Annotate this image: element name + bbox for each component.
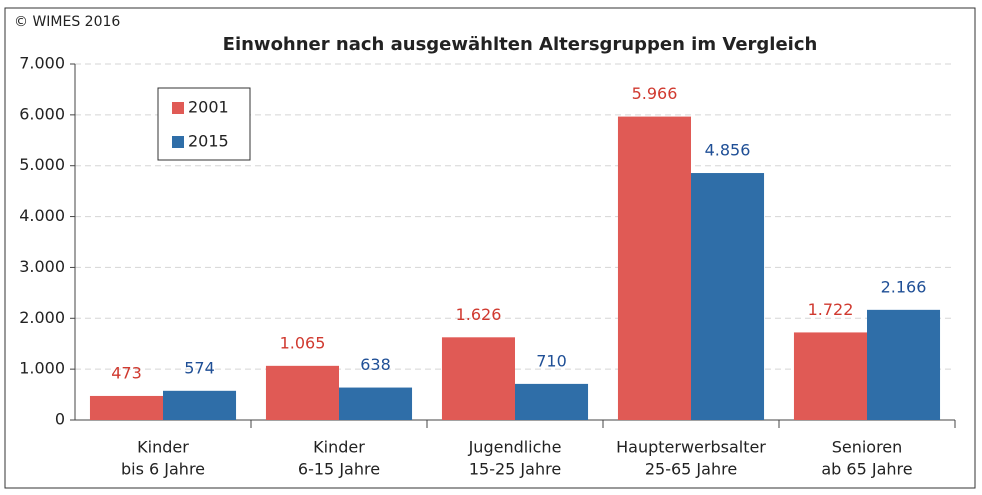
value-label: 1.722	[808, 300, 854, 319]
value-label: 473	[111, 363, 142, 382]
x-tick-label: bis 6 Jahre	[121, 460, 205, 479]
bar	[867, 309, 941, 420]
value-label: 1.065	[280, 333, 326, 352]
y-tick-label: 3.000	[19, 257, 65, 276]
legend-label: 2001	[188, 98, 229, 117]
bar	[163, 390, 237, 420]
bar	[265, 365, 339, 420]
x-tick-label: 15-25 Jahre	[469, 460, 561, 479]
x-tick-label: Kinder	[313, 438, 365, 457]
x-tick-label: Senioren	[832, 438, 903, 457]
frame	[4, 7, 976, 489]
legend-swatch	[172, 102, 184, 114]
bar	[691, 173, 765, 420]
bar	[89, 395, 163, 420]
y-tick-label: 4.000	[19, 206, 65, 225]
value-label: 2.166	[881, 277, 927, 296]
bar	[793, 332, 867, 420]
x-tick-label: Jugendliche	[468, 438, 562, 457]
copyright: © WIMES 2016	[14, 14, 120, 30]
bar	[339, 387, 413, 420]
y-tick-label: 7.000	[19, 54, 65, 73]
x-tick-label: Kinder	[137, 438, 189, 457]
legend-swatch	[172, 136, 184, 148]
y-tick-label: 0	[55, 410, 65, 429]
x-tick-label: 25-65 Jahre	[645, 460, 737, 479]
value-label: 4.856	[705, 141, 751, 160]
value-label: 710	[536, 351, 567, 370]
value-label: 5.966	[632, 84, 678, 103]
legend-label: 2015	[188, 132, 229, 151]
bar	[617, 116, 691, 420]
x-tick-label: ab 65 Jahre	[821, 460, 912, 479]
bar	[441, 337, 515, 420]
x-tick-label: Haupterwerbsalter	[616, 438, 766, 457]
value-label: 574	[184, 358, 215, 377]
chart-title: Einwohner nach ausgewählten Altersgruppe…	[223, 34, 818, 55]
y-tick-label: 6.000	[19, 104, 65, 123]
x-tick-label: 6-15 Jahre	[298, 460, 380, 479]
bar	[515, 383, 589, 420]
y-tick-label: 1.000	[19, 359, 65, 378]
value-label: 1.626	[456, 305, 502, 324]
y-tick-label: 5.000	[19, 155, 65, 174]
value-label: 638	[360, 355, 391, 374]
y-tick-label: 2.000	[19, 308, 65, 327]
